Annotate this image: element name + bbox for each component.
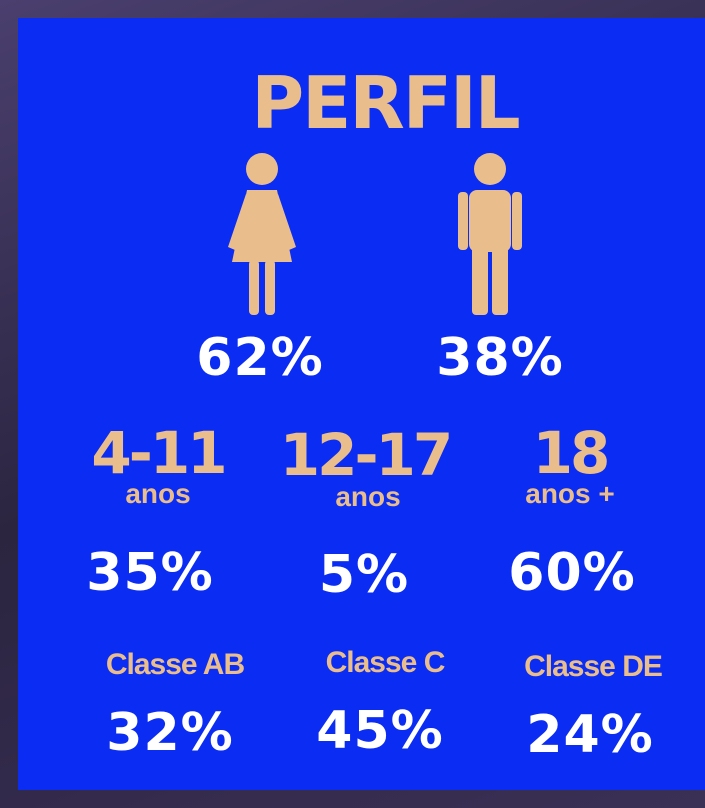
age-unit: anos <box>125 480 190 508</box>
female-icon <box>222 152 302 317</box>
title: PERFIL <box>251 67 518 139</box>
age-value: 5% <box>319 549 409 601</box>
male-icon <box>455 152 525 317</box>
class-label: Classe AB <box>106 650 244 680</box>
gender-value: 62% <box>196 332 323 384</box>
age-range: 18 <box>533 424 608 482</box>
page: PERFIL 62% 38% 4-11 anos 12-17 anos 18 a… <box>0 0 705 808</box>
class-label: Classe C <box>326 648 445 678</box>
age-value: 35% <box>86 547 213 599</box>
class-value: 32% <box>106 707 233 759</box>
class-value: 45% <box>316 705 443 757</box>
age-range: 12-17 <box>280 426 451 484</box>
gender-value: 38% <box>436 332 563 384</box>
class-value: 24% <box>526 709 653 761</box>
age-value: 60% <box>508 547 635 599</box>
age-unit: anos <box>335 483 400 511</box>
age-range: 4-11 <box>91 424 224 482</box>
class-label: Classe DE <box>524 652 662 682</box>
age-unit: anos + <box>525 480 614 508</box>
